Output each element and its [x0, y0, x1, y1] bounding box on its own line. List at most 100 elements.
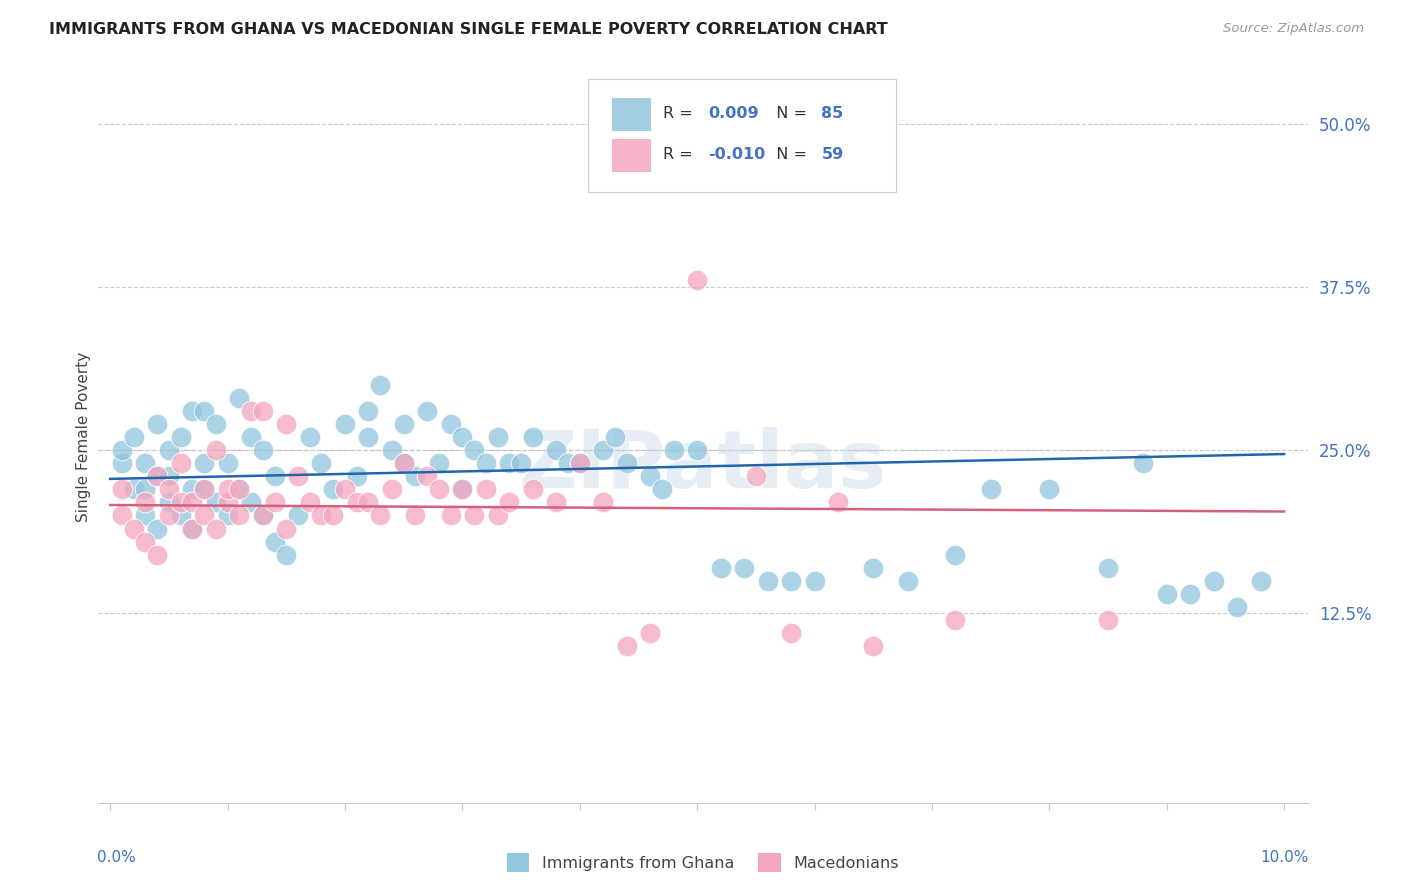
Point — [169, 430, 191, 444]
Point — [169, 508, 191, 523]
Point — [134, 495, 156, 509]
Text: IMMIGRANTS FROM GHANA VS MACEDONIAN SINGLE FEMALE POVERTY CORRELATION CHART: IMMIGRANTS FROM GHANA VS MACEDONIAN SING… — [49, 22, 889, 37]
Point — [510, 456, 533, 470]
Point — [392, 417, 415, 431]
Point — [486, 430, 509, 444]
Point — [381, 443, 404, 458]
Point — [346, 469, 368, 483]
Point — [193, 508, 215, 523]
Point — [381, 483, 404, 497]
Point — [228, 391, 250, 405]
Point — [392, 456, 415, 470]
Text: R =: R = — [664, 146, 697, 161]
Point — [416, 469, 439, 483]
Point — [169, 495, 191, 509]
Point — [276, 548, 298, 562]
Point — [945, 548, 967, 562]
Text: N =: N = — [766, 106, 813, 121]
Point — [122, 430, 145, 444]
Point — [181, 404, 204, 418]
Point — [463, 508, 485, 523]
Point — [217, 456, 239, 470]
Point — [498, 456, 520, 470]
Point — [157, 443, 180, 458]
Legend: Immigrants from Ghana, Macedonians: Immigrants from Ghana, Macedonians — [499, 845, 907, 880]
Point — [592, 495, 614, 509]
Point — [228, 508, 250, 523]
Point — [134, 508, 156, 523]
Point — [228, 483, 250, 497]
Text: 85: 85 — [821, 106, 844, 121]
Point — [322, 483, 344, 497]
Point — [240, 404, 263, 418]
Point — [181, 521, 204, 535]
Point — [404, 508, 426, 523]
Point — [181, 483, 204, 497]
Text: 0.009: 0.009 — [707, 106, 758, 121]
Point — [204, 417, 226, 431]
Point — [217, 508, 239, 523]
Point — [486, 508, 509, 523]
Point — [193, 483, 215, 497]
Point — [827, 495, 849, 509]
Point — [638, 626, 661, 640]
Point — [111, 456, 134, 470]
Point — [616, 456, 638, 470]
Text: R =: R = — [664, 106, 697, 121]
Point — [252, 404, 274, 418]
Point — [451, 483, 474, 497]
Point — [263, 534, 285, 549]
FancyBboxPatch shape — [613, 138, 651, 171]
Point — [416, 404, 439, 418]
Point — [404, 469, 426, 483]
Point — [122, 483, 145, 497]
Point — [463, 443, 485, 458]
Point — [146, 469, 169, 483]
Point — [298, 430, 321, 444]
Point — [287, 508, 309, 523]
Point — [1097, 560, 1119, 574]
Point — [193, 456, 215, 470]
Text: N =: N = — [766, 146, 813, 161]
Point — [546, 495, 568, 509]
Point — [146, 469, 169, 483]
Point — [662, 443, 685, 458]
Point — [146, 417, 169, 431]
Point — [276, 521, 298, 535]
Point — [252, 508, 274, 523]
Point — [651, 483, 673, 497]
Text: 0.0%: 0.0% — [97, 850, 136, 865]
Y-axis label: Single Female Poverty: Single Female Poverty — [76, 352, 91, 522]
Point — [862, 639, 884, 653]
Point — [193, 404, 215, 418]
Point — [522, 483, 544, 497]
Point — [276, 417, 298, 431]
Point — [263, 495, 285, 509]
Point — [451, 483, 474, 497]
Point — [710, 560, 733, 574]
Point — [157, 508, 180, 523]
Point — [111, 483, 134, 497]
Point — [498, 495, 520, 509]
Point — [1156, 587, 1178, 601]
Point — [333, 417, 356, 431]
Point — [240, 430, 263, 444]
Point — [1132, 456, 1154, 470]
Point — [333, 483, 356, 497]
Point — [616, 639, 638, 653]
Point — [638, 469, 661, 483]
Point — [181, 521, 204, 535]
Text: Source: ZipAtlas.com: Source: ZipAtlas.com — [1223, 22, 1364, 36]
Point — [263, 469, 285, 483]
Point — [287, 469, 309, 483]
Text: ZIPatlas: ZIPatlas — [519, 427, 887, 506]
Point — [357, 404, 380, 418]
Point — [427, 456, 450, 470]
Point — [862, 560, 884, 574]
Point — [1180, 587, 1202, 601]
Point — [146, 548, 169, 562]
Point — [122, 521, 145, 535]
Point — [475, 483, 498, 497]
Point — [181, 495, 204, 509]
Point — [134, 456, 156, 470]
